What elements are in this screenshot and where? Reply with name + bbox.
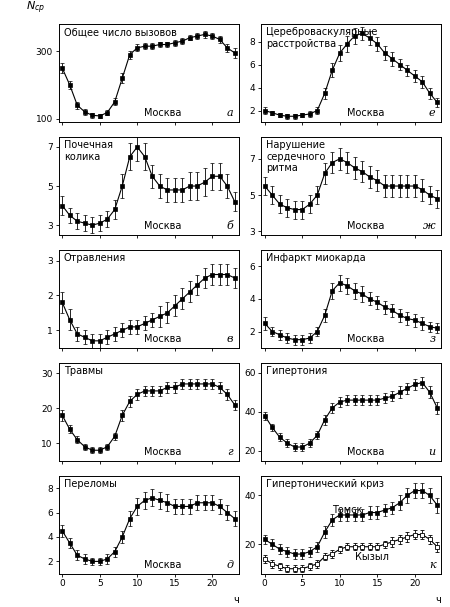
- Text: г: г: [227, 447, 233, 457]
- Text: $N_{ср}$: $N_{ср}$: [26, 0, 45, 16]
- Text: Цереброваскулярные
расстройства: Цереброваскулярные расстройства: [266, 27, 378, 49]
- Text: Москва: Москва: [144, 108, 182, 118]
- Text: Гипертония: Гипертония: [266, 366, 328, 376]
- Text: Москва: Москва: [144, 221, 182, 231]
- Text: Гипертонический криз: Гипертонический криз: [266, 479, 384, 489]
- Text: д: д: [226, 560, 233, 570]
- Text: Инфаркт миокарда: Инфаркт миокарда: [266, 253, 366, 263]
- Text: и: и: [428, 447, 436, 457]
- Text: Кызыл: Кызыл: [355, 552, 389, 561]
- Text: а: а: [226, 108, 233, 118]
- Text: Москва: Москва: [144, 334, 182, 344]
- Text: Москва: Москва: [346, 334, 384, 344]
- Text: Нарушение
сердечного
ритма: Нарушение сердечного ритма: [266, 140, 326, 174]
- Text: Москва: Москва: [346, 221, 384, 231]
- Text: Переломы: Переломы: [64, 479, 117, 489]
- Text: Общее число вызовов: Общее число вызовов: [64, 27, 177, 37]
- Text: б: б: [226, 221, 233, 231]
- Text: Москва: Москва: [346, 447, 384, 457]
- Text: Москва: Москва: [144, 447, 182, 457]
- Text: Отравления: Отравления: [64, 253, 126, 263]
- Text: з: з: [429, 334, 436, 344]
- Text: Москва: Москва: [144, 560, 182, 570]
- Text: Почечная
колика: Почечная колика: [64, 140, 113, 161]
- Text: Травмы: Травмы: [64, 366, 103, 376]
- Text: ж: ж: [423, 221, 436, 231]
- Text: Томск: Томск: [332, 505, 363, 515]
- Text: в: в: [227, 334, 233, 344]
- Text: ч: ч: [435, 595, 441, 605]
- Text: ч: ч: [233, 595, 238, 605]
- Text: е: е: [429, 108, 436, 118]
- Text: Москва: Москва: [346, 108, 384, 118]
- Text: к: к: [429, 560, 436, 570]
